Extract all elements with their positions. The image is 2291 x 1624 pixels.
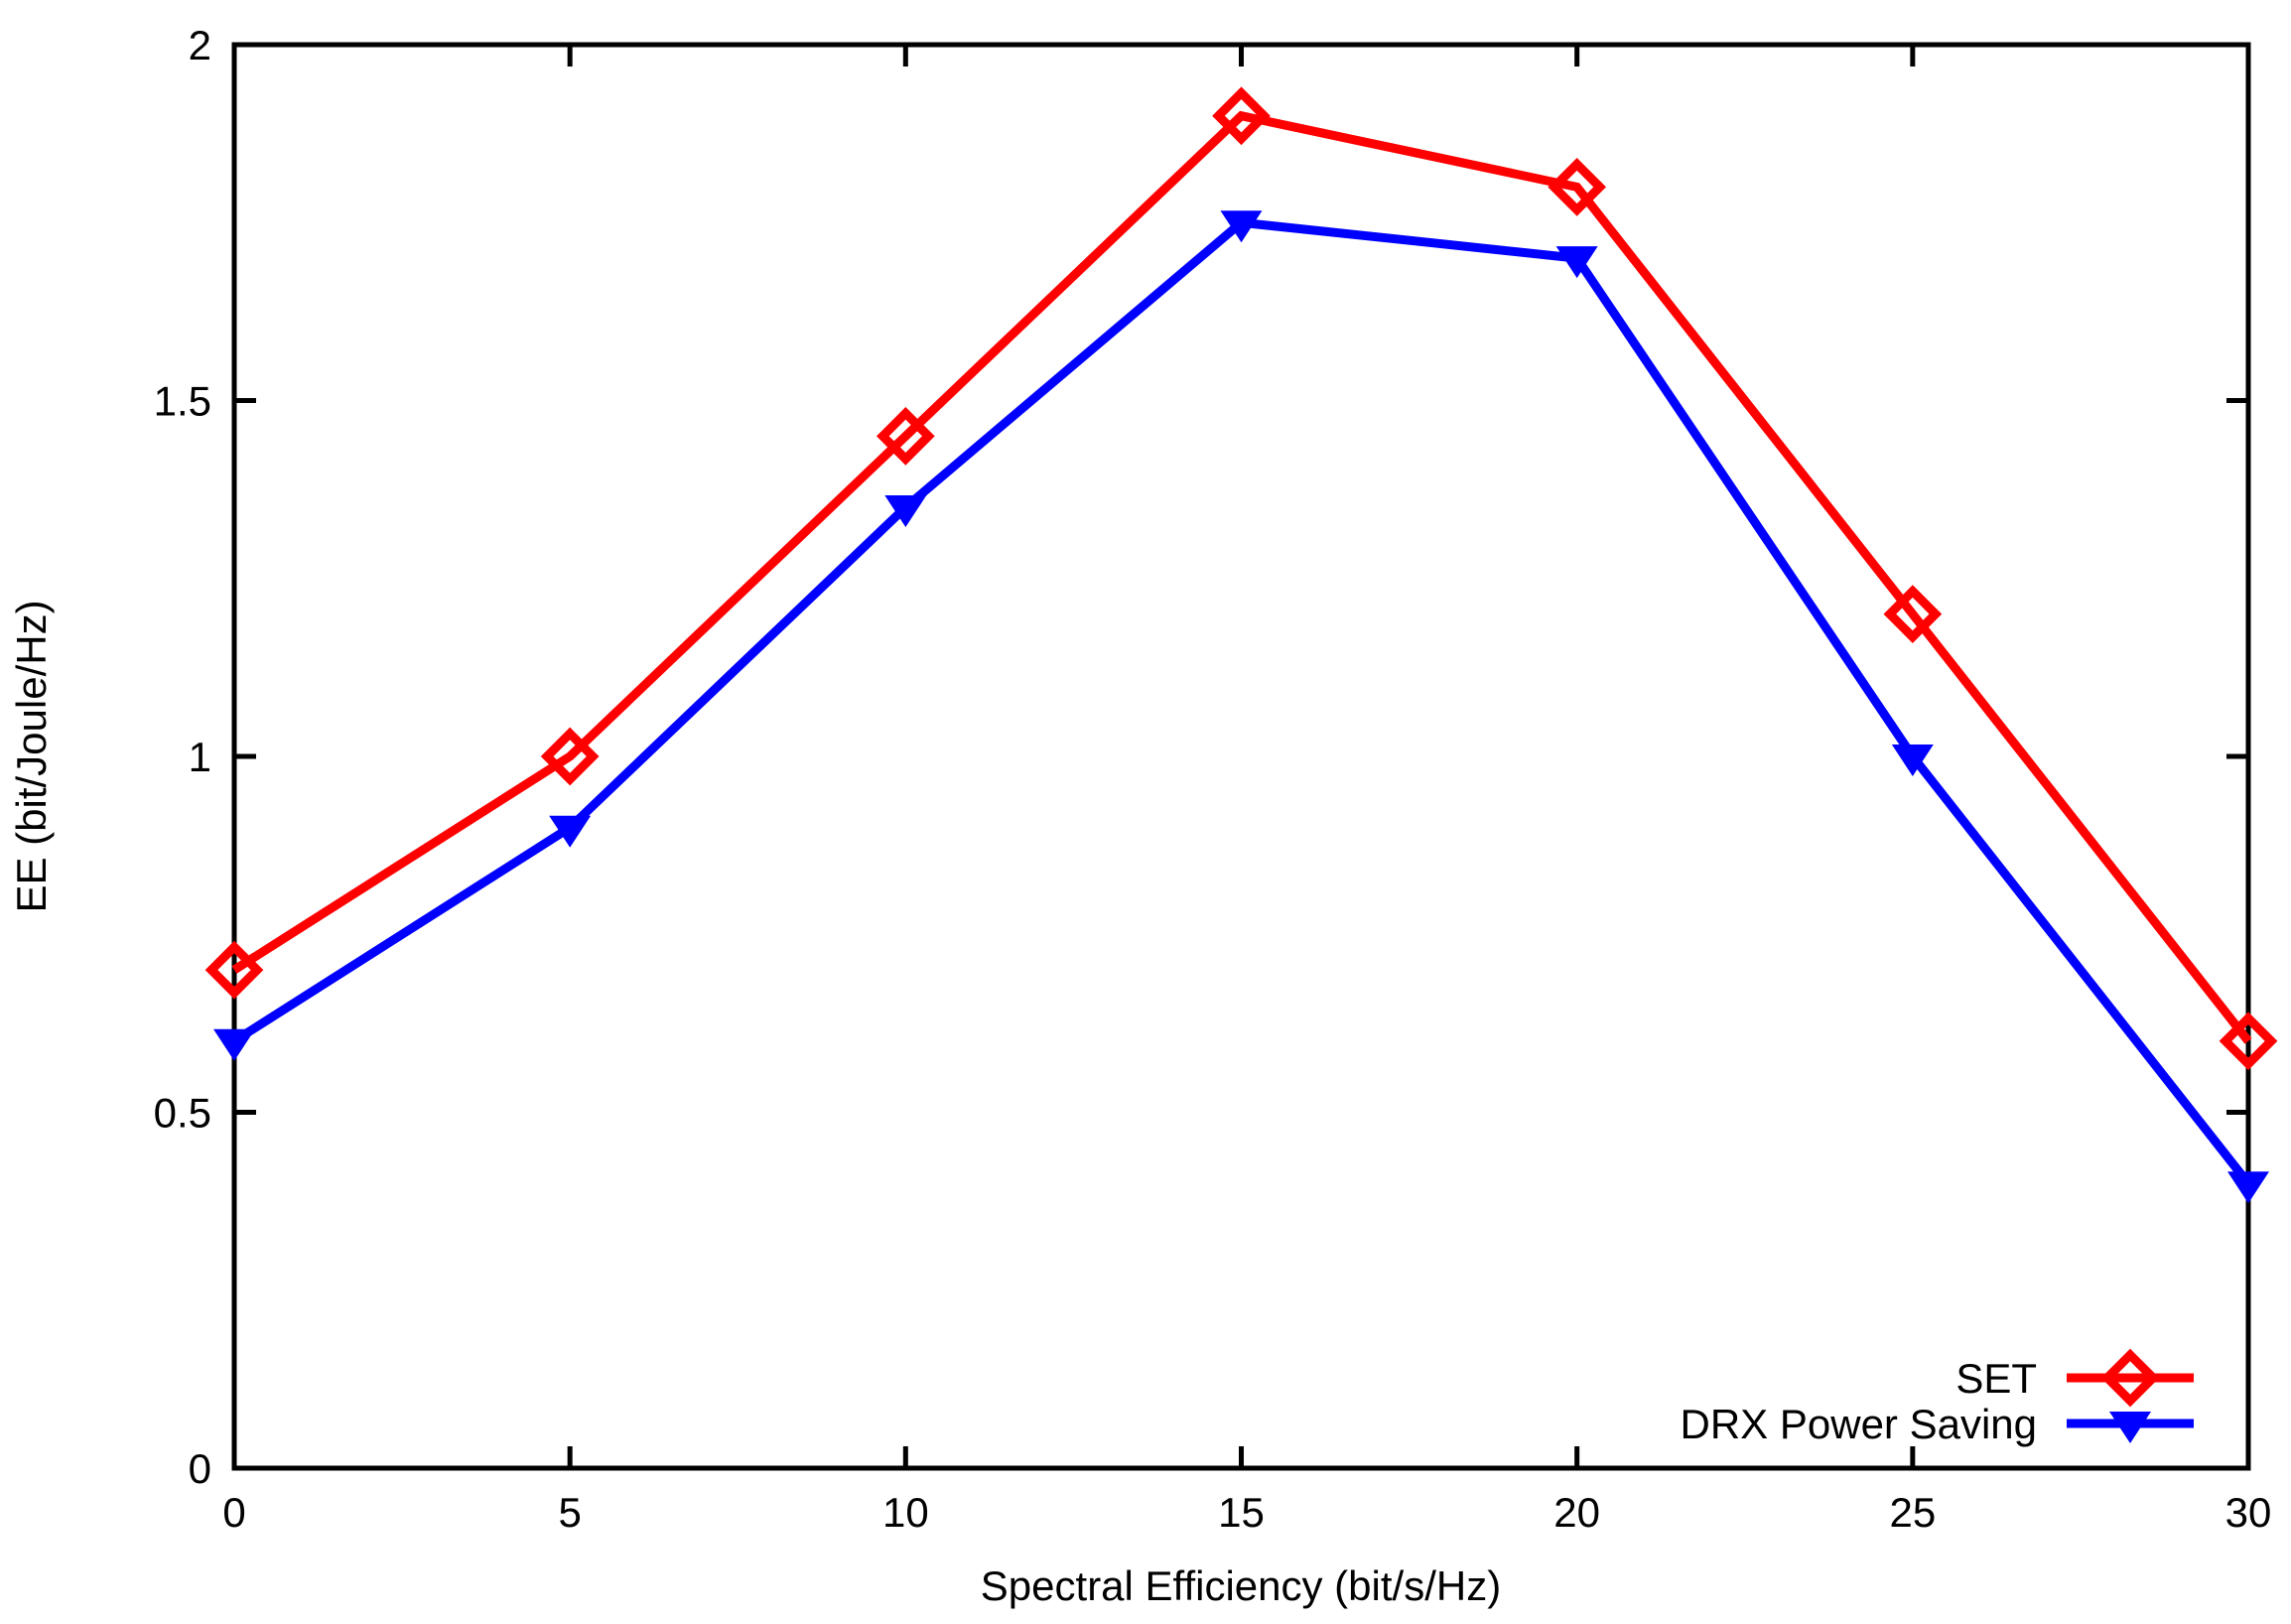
legend-label: SET xyxy=(1955,1355,2037,1402)
data-point-marker xyxy=(1891,744,1934,776)
y-tick-label: 2 xyxy=(189,22,211,68)
x-tick-label: 10 xyxy=(882,1489,929,1536)
x-tick-label: 5 xyxy=(558,1489,581,1536)
x-tick-label: 15 xyxy=(1218,1489,1265,1536)
data-point-marker xyxy=(204,940,264,1000)
legend-sample-marker xyxy=(2109,1412,2151,1443)
data-point-marker xyxy=(1212,86,1271,146)
data-point-marker xyxy=(1883,585,1943,643)
data-point-marker xyxy=(540,727,600,786)
y-tick-label: 1.5 xyxy=(154,378,211,425)
x-tick-label: 0 xyxy=(222,1489,245,1536)
data-point-marker xyxy=(1555,246,1598,279)
data-point-marker xyxy=(2227,1171,2269,1204)
data-point-marker xyxy=(213,1028,255,1061)
y-tick-label: 0 xyxy=(189,1445,211,1492)
x-tick-label: 30 xyxy=(2225,1489,2272,1536)
plot-border xyxy=(231,42,2251,1471)
data-point-marker xyxy=(2219,1012,2278,1071)
series-line xyxy=(231,110,2252,1044)
legend-sample-marker xyxy=(2100,1348,2160,1408)
x-tick-label: 25 xyxy=(1889,1489,1936,1536)
legend-label: DRX Power Saving xyxy=(1681,1401,2037,1447)
data-point-marker xyxy=(876,406,935,466)
y-axis-label: EE (bit/Joule/Hz) xyxy=(8,600,55,912)
data-point-marker xyxy=(1220,210,1263,243)
x-tick-label: 20 xyxy=(1553,1489,1600,1536)
y-tick-label: 1 xyxy=(189,734,211,780)
x-axis-label: Spectral Efficiency (bit/s/Hz) xyxy=(981,1562,1501,1609)
data-point-marker xyxy=(884,495,927,528)
data-point-marker xyxy=(1548,158,1607,216)
series-line xyxy=(231,217,2252,1186)
data-point-marker xyxy=(549,815,592,848)
y-tick-label: 0.5 xyxy=(154,1090,211,1137)
